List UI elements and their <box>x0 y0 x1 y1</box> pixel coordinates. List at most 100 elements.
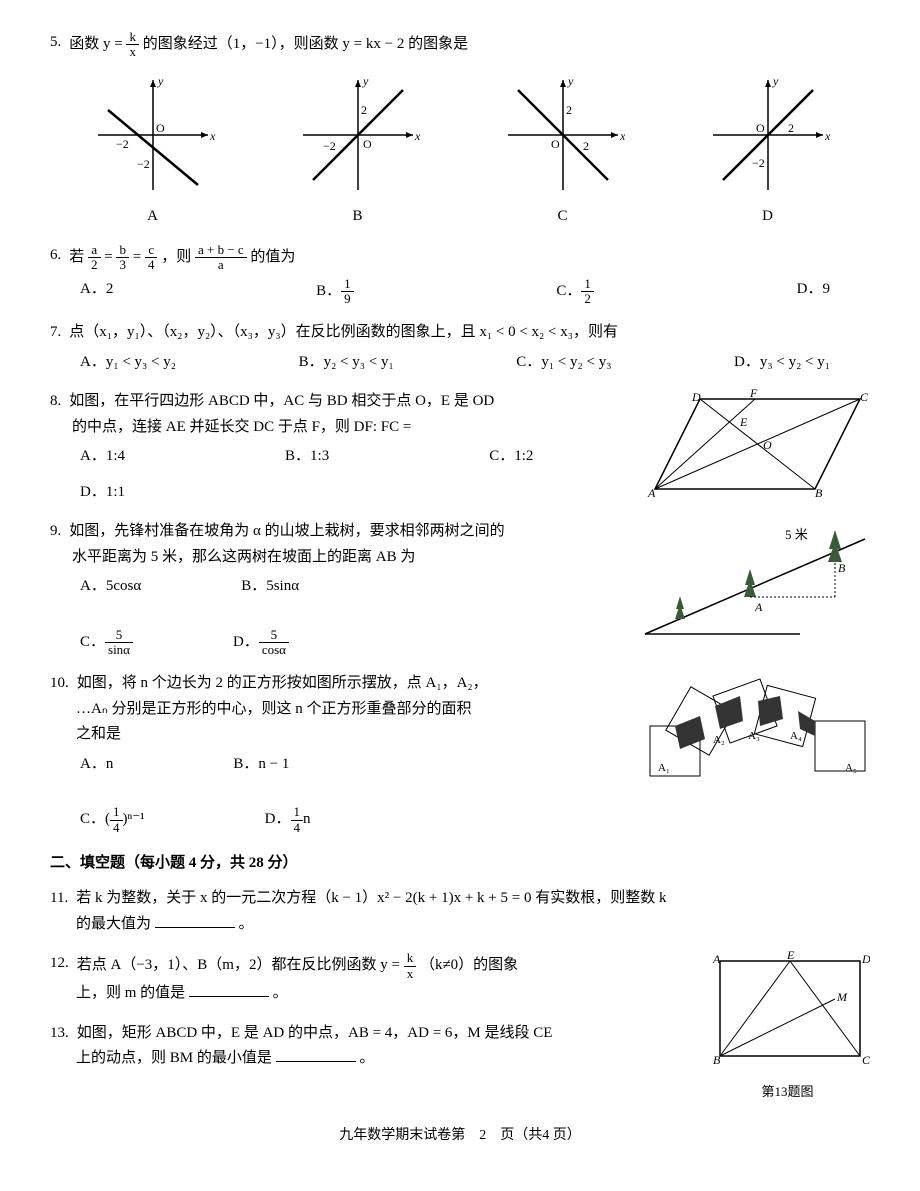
q12-text: 若点 A（−3，1）、B（m，2）都在反比例函数 y = kx （k≠0）的图象 <box>77 951 518 981</box>
q8-num: 8. <box>50 389 61 415</box>
frac-a2: a2 <box>88 243 101 273</box>
q8-opt-C: C．1:2 <box>489 444 533 470</box>
q6-opt-B: B．19 <box>316 277 354 307</box>
q6-text: 若 a2 = b3 = c4 ，则 a + b − ca 的值为 <box>69 243 295 273</box>
blank-input[interactable] <box>155 913 235 928</box>
q12-q13-block: 12. 若点 A（−3，1）、B（m，2）都在反比例函数 y = kx （k≠0… <box>50 951 870 1103</box>
svg-text:−2: −2 <box>752 156 765 170</box>
slope-icon: A B 5 米 <box>640 519 870 639</box>
q9-figure: A B 5 米 <box>640 519 870 657</box>
frac-abc-a: a + b − ca <box>195 243 247 273</box>
q12-num: 12. <box>50 951 69 977</box>
graph-B-label: B <box>293 204 423 230</box>
q13-caption: 第13题图 <box>705 1081 870 1103</box>
question-8: 8. 如图，在平行四边形 ABCD 中，AC 与 BD 相交于点 O，E 是 O… <box>50 389 870 505</box>
question-10: 10. 如图，将 n 个边长为 2 的正方形按如图所示摆放，点 A₁，A₂， …… <box>50 671 870 835</box>
q9-num: 9. <box>50 519 61 545</box>
question-6: 6. 若 a2 = b3 = c4 ，则 a + b − ca 的值为 A．2 … <box>50 243 870 306</box>
q7-opt-C: C．y₁ < y₂ < y₃ <box>516 350 611 376</box>
svg-text:O: O <box>756 121 765 135</box>
svg-text:−2: −2 <box>116 137 129 151</box>
graph-A: xy O −2−2 A <box>88 70 218 230</box>
svg-text:−2: −2 <box>323 139 336 153</box>
q9-opt-C: C．5sinα <box>80 628 133 658</box>
q6-opt-D: D．9 <box>797 277 830 307</box>
svg-text:A₂: A₂ <box>713 734 725 746</box>
svg-text:C: C <box>862 1053 870 1067</box>
svg-text:A: A <box>712 952 721 966</box>
svg-text:E: E <box>786 951 795 962</box>
q6-opt-A: A．2 <box>80 277 113 307</box>
svg-text:y: y <box>362 74 369 88</box>
svg-text:y: y <box>567 74 574 88</box>
svg-text:A₃: A₃ <box>748 730 760 742</box>
svg-text:y: y <box>772 74 779 88</box>
q8-body: 8. 如图，在平行四边形 ABCD 中，AC 与 BD 相交于点 O，E 是 O… <box>50 389 635 505</box>
q9-options: A．5cosα B．5sinα C．5sinα D．5cosα <box>50 574 630 657</box>
q10-opt-B: B．n − 1 <box>233 752 289 778</box>
q5-num: 5. <box>50 30 61 56</box>
graph-D-label: D <box>703 204 833 230</box>
question-5: 5. 函数 y = kx 的图象经过（1，−1），则函数 y = kx − 2 … <box>50 30 870 229</box>
graph-D: xy O 2−2 D <box>703 70 833 230</box>
svg-text:5 米: 5 米 <box>785 527 808 542</box>
q10-opt-C: C．(14)ⁿ⁻¹ <box>80 805 145 835</box>
q11-num: 11. <box>50 886 68 912</box>
q9-opt-B: B．5sinα <box>241 574 299 600</box>
q10-figure: A₁ A₂ A₃ A₄ A₅ <box>640 671 870 835</box>
svg-text:2: 2 <box>583 139 589 153</box>
svg-graph-B: xy O −22 <box>293 70 423 200</box>
svg-text:A: A <box>647 486 656 499</box>
q13-num: 13. <box>50 1021 69 1047</box>
question-12: 12. 若点 A（−3，1）、B（m，2）都在反比例函数 y = kx （k≠0… <box>50 951 695 1006</box>
q7-text: 点（x₁，y₁）、（x₂，y₂）、（x₃，y₃）在反比例函数的图象上，且 x₁ … <box>69 320 618 346</box>
q8-opt-D: D．1:1 <box>80 480 125 506</box>
parallelogram-icon: A B C D O E F <box>645 389 870 499</box>
q8-options: A．1:4 B．1:3 C．1:2 D．1:1 <box>50 444 635 505</box>
svg-text:O: O <box>763 438 772 452</box>
question-13: 13. 如图，矩形 ABCD 中，E 是 AD 的中点，AB = 4，AD = … <box>50 1021 695 1072</box>
svg-text:B: B <box>838 561 846 575</box>
q9-body: 9. 如图，先锋村准备在坡角为 α 的山坡上栽树，要求相邻两树之间的 水平距离为… <box>50 519 630 657</box>
q5-stem: 5. 函数 y = kx 的图象经过（1，−1），则函数 y = kx − 2 … <box>50 30 870 60</box>
q13-text: 如图，矩形 ABCD 中，E 是 AD 的中点，AB = 4，AD = 6，M … <box>77 1021 553 1047</box>
frac-c4: c4 <box>145 243 158 273</box>
svg-text:2: 2 <box>566 103 572 117</box>
question-7: 7. 点（x₁，y₁）、（x₂，y₂）、（x₃，y₃）在反比例函数的图象上，且 … <box>50 320 870 375</box>
svg-text:C: C <box>860 390 869 404</box>
q9-opt-A: A．5cosα <box>80 574 141 600</box>
svg-graph-D: xy O 2−2 <box>703 70 833 200</box>
svg-text:x: x <box>619 129 626 143</box>
frac-b3: b3 <box>116 243 129 273</box>
svg-text:−2: −2 <box>137 157 150 171</box>
svg-text:M: M <box>836 990 848 1004</box>
section-2-header: 二、填空题（每小题 4 分，共 28 分） <box>50 851 870 877</box>
svg-text:O: O <box>551 137 560 151</box>
svg-text:D: D <box>861 952 870 966</box>
graph-B: xy O −22 B <box>293 70 423 230</box>
blank-input[interactable] <box>276 1047 356 1062</box>
q7-opt-A: A．y₁ < y₃ < y₂ <box>80 350 176 376</box>
svg-text:y: y <box>157 74 164 88</box>
blank-input[interactable] <box>189 982 269 997</box>
svg-text:A₁: A₁ <box>658 762 670 774</box>
svg-text:O: O <box>363 137 372 151</box>
svg-graph-A: xy O −2−2 <box>88 70 218 200</box>
question-9: 9. 如图，先锋村准备在坡角为 α 的山坡上栽树，要求相邻两树之间的 水平距离为… <box>50 519 870 657</box>
svg-text:O: O <box>156 121 165 135</box>
q5-graphs: xy O −2−2 A xy O −22 B xy <box>50 70 870 230</box>
graph-C: x y O 2 2 C <box>498 70 628 230</box>
svg-text:B: B <box>713 1053 721 1067</box>
q10-opt-D: D．14n <box>265 805 311 835</box>
q9-text: 如图，先锋村准备在坡角为 α 的山坡上栽树，要求相邻两树之间的 <box>69 519 504 545</box>
q7-stem: 7. 点（x₁，y₁）、（x₂，y₂）、（x₃，y₃）在反比例函数的图象上，且 … <box>50 320 870 346</box>
squares-icon: A₁ A₂ A₃ A₄ A₅ <box>640 671 870 786</box>
q6-stem: 6. 若 a2 = b3 = c4 ，则 a + b − ca 的值为 <box>50 243 870 273</box>
q8-opt-B: B．1:3 <box>285 444 329 470</box>
svg-text:B: B <box>815 486 823 499</box>
q10-body: 10. 如图，将 n 个边长为 2 的正方形按如图所示摆放，点 A₁，A₂， …… <box>50 671 630 835</box>
q10-num: 10. <box>50 671 69 697</box>
frac-k-x: kx <box>126 30 139 60</box>
graph-C-label: C <box>498 204 628 230</box>
q6-opt-C: C．12 <box>556 277 594 307</box>
